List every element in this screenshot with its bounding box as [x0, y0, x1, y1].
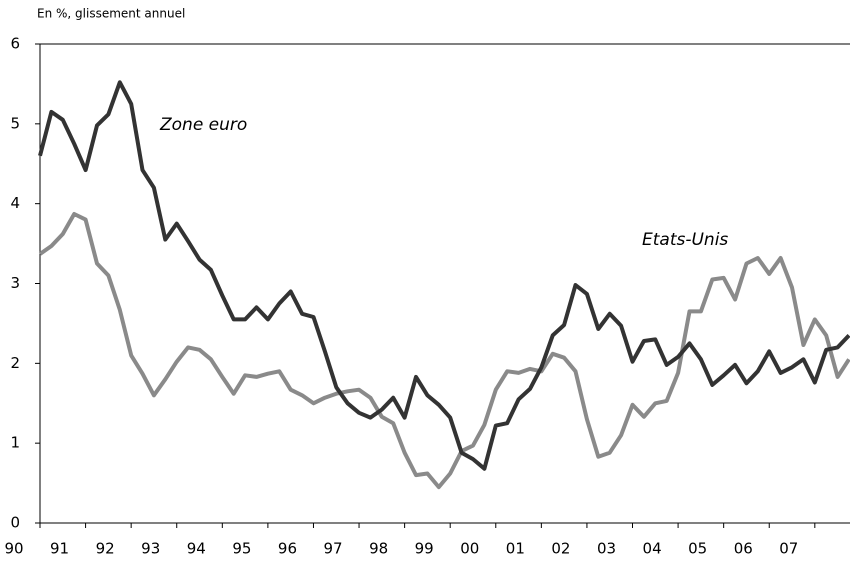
x-tick-label: 05 — [688, 540, 707, 558]
x-tick-label: 00 — [460, 540, 479, 558]
x-tick-label: 93 — [141, 540, 160, 558]
x-tick-label: 07 — [779, 540, 798, 558]
y-axis-label: En %, glissement annuel — [37, 7, 185, 21]
x-tick-label: 98 — [369, 540, 388, 558]
x-tick-label: 03 — [597, 540, 616, 558]
y-tick-label: 2 — [10, 354, 20, 372]
x-tick-label: 04 — [643, 540, 662, 558]
x-tick-label: 01 — [506, 540, 525, 558]
series-label: Zone euro — [159, 115, 247, 135]
y-tick-label: 1 — [10, 434, 20, 452]
y-tick-label: 4 — [10, 194, 20, 212]
x-tick-label: 95 — [232, 540, 251, 558]
y-tick-label: 6 — [10, 35, 20, 53]
x-tick-label: 90 — [4, 540, 23, 558]
series-line — [38, 212, 850, 490]
x-tick-label: 94 — [187, 540, 206, 558]
y-tick-label: 5 — [10, 114, 20, 132]
x-tick-label: 92 — [96, 540, 115, 558]
x-tick-label: 02 — [551, 540, 570, 558]
x-tick-label: 96 — [278, 540, 297, 558]
y-tick-label: 3 — [10, 274, 20, 292]
x-tick-label: 99 — [415, 540, 434, 558]
x-tick-label: 97 — [323, 540, 342, 558]
x-tick-label: 91 — [50, 540, 69, 558]
y-tick-label: 0 — [10, 514, 20, 532]
series-line — [38, 80, 850, 471]
series-label: Etats-Unis — [642, 230, 728, 250]
x-tick-label: 06 — [734, 540, 753, 558]
